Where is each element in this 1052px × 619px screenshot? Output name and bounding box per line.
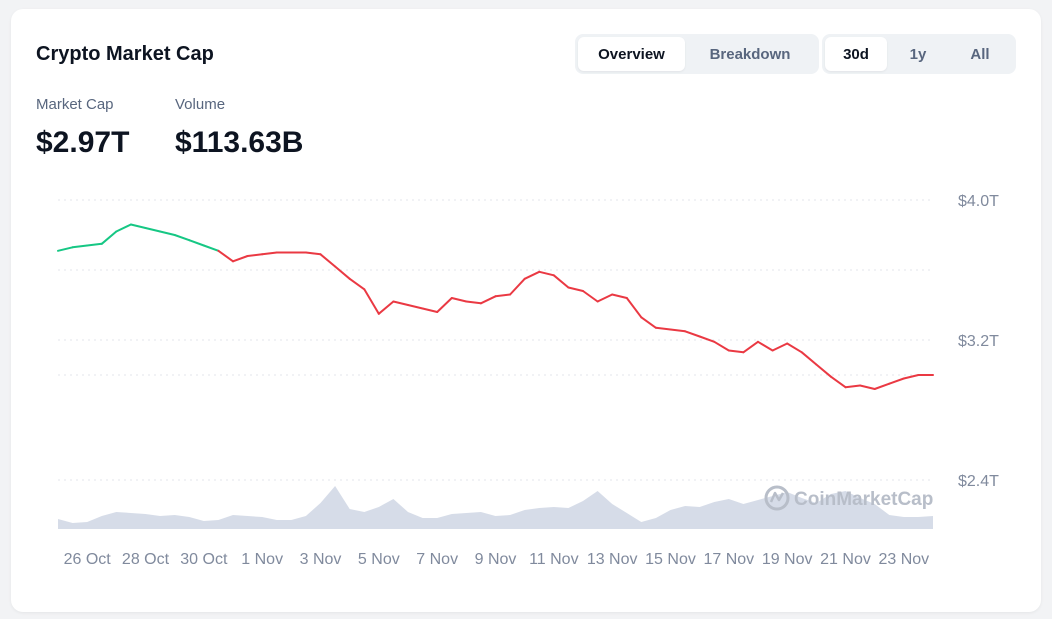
range-toggle: 30d 1y All (822, 34, 1016, 74)
line-segment-up (202, 244, 220, 252)
line-segment-up (144, 227, 162, 233)
x-tick-label: 13 Nov (587, 551, 638, 568)
x-tick-label: 7 Nov (416, 551, 458, 568)
x-axis: 26 Oct 28 Oct 30 Oct 1 Nov 3 Nov 5 Nov 7 Nov 9 … (64, 551, 930, 568)
line-segment-down (757, 340, 774, 352)
line-segment-down (611, 293, 628, 299)
line-segment-down (552, 274, 570, 289)
line-segment-up (173, 234, 191, 242)
line-segment-down (377, 300, 395, 315)
line-segment-down (742, 340, 759, 354)
line-segment-down (246, 253, 264, 257)
line-segment-down (582, 290, 599, 303)
y-tick-label: $2.4T (958, 473, 999, 490)
line-segment-up (71, 244, 89, 249)
line-segment-down (654, 326, 672, 331)
line-segment-down (800, 351, 818, 366)
line-segment-down (348, 277, 366, 291)
x-tick-label: 3 Nov (300, 551, 342, 568)
line-segment-down (829, 375, 847, 389)
line-segment-down (509, 277, 526, 296)
volume-label: Volume (175, 96, 226, 113)
x-tick-label: 23 Nov (878, 551, 929, 568)
watermark: CoinMarketCap (764, 485, 933, 511)
y-axis: $4.0T $3.2T $2.4T (958, 193, 999, 490)
line-segment-down (873, 382, 891, 390)
market-cap-line (57, 223, 934, 390)
market-cap-label: Market Cap (36, 96, 114, 113)
tab-overview[interactable]: Overview (578, 37, 685, 71)
line-segment-down (902, 374, 920, 380)
volume-area (58, 486, 933, 529)
line-segment-down (421, 307, 439, 313)
x-tick-label: 26 Oct (64, 551, 112, 568)
market-cap-card: Crypto Market Cap Overview Breakdown 30d… (11, 9, 1041, 612)
line-segment-down (450, 297, 468, 303)
line-segment-down (859, 384, 876, 390)
line-segment-down (669, 328, 687, 333)
line-segment-up (129, 223, 147, 229)
line-segment-down (217, 249, 234, 263)
x-tick-label: 1 Nov (241, 551, 283, 568)
line-segment-up (159, 230, 176, 236)
line-segment-down (538, 270, 555, 277)
line-segment-down (407, 304, 424, 310)
line-segment-up (188, 239, 205, 247)
line-segment-up (86, 242, 103, 247)
line-segment-down (232, 255, 249, 263)
x-tick-label: 28 Oct (122, 551, 170, 568)
market-cap-value: $2.97T (36, 126, 130, 159)
line-segment-down (334, 265, 351, 280)
watermark-text: CoinMarketCap (794, 489, 933, 510)
x-tick-label: 5 Nov (358, 551, 400, 568)
line-segment-down (304, 251, 322, 256)
y-tick-label: $4.0T (958, 193, 999, 210)
tab-breakdown[interactable]: Breakdown (709, 45, 791, 63)
line-segment-down (465, 300, 482, 305)
line-segment-down (479, 295, 497, 305)
market-cap-chart[interactable]: CoinMarketCap $4.0T $3.2T $2.4T 26 Oct 28 O… (11, 9, 1041, 612)
line-segment-up (115, 223, 132, 233)
line-segment-down (523, 270, 541, 280)
line-segment-down (844, 384, 862, 389)
x-tick-label: 17 Nov (703, 551, 754, 568)
line-segment-down (596, 293, 614, 303)
line-segment-down (713, 340, 730, 352)
range-all[interactable]: All (970, 45, 990, 63)
volume-value: $113.63B (175, 126, 304, 159)
line-segment-down (727, 349, 745, 354)
x-tick-label: 15 Nov (645, 551, 696, 568)
line-segment-down (261, 251, 278, 256)
x-tick-label: 21 Nov (820, 551, 871, 568)
volume-series (58, 486, 933, 529)
grid-lines (58, 199, 933, 481)
line-segment-down (319, 253, 337, 268)
view-toggle: Overview Breakdown (575, 34, 819, 74)
line-segment-down (888, 377, 905, 385)
x-tick-label: 11 Nov (529, 551, 579, 568)
line-segment-down (815, 363, 832, 378)
line-segment-down (786, 342, 803, 354)
line-segment-up (57, 246, 74, 252)
range-1y[interactable]: 1y (909, 45, 927, 63)
line-segment-down (771, 342, 789, 352)
range-30d[interactable]: 30d (825, 37, 887, 71)
line-segment-down (494, 293, 512, 298)
line-segment-down (684, 330, 701, 338)
line-segment-down (567, 286, 584, 292)
x-tick-label: 9 Nov (475, 551, 517, 568)
x-tick-label: 19 Nov (762, 551, 813, 568)
line-segment-down (392, 300, 409, 306)
y-tick-label: $3.2T (958, 333, 999, 350)
line-segment-up (100, 230, 118, 245)
line-segment-down (363, 288, 380, 315)
x-tick-label: 30 Oct (180, 551, 228, 568)
line-segment-down (436, 297, 453, 313)
line-segment-down (698, 335, 716, 343)
coinmarketcap-logo-icon (764, 485, 790, 511)
line-segment-down (640, 316, 657, 329)
card-title: Crypto Market Cap (36, 43, 214, 65)
line-segment-down (625, 297, 643, 319)
